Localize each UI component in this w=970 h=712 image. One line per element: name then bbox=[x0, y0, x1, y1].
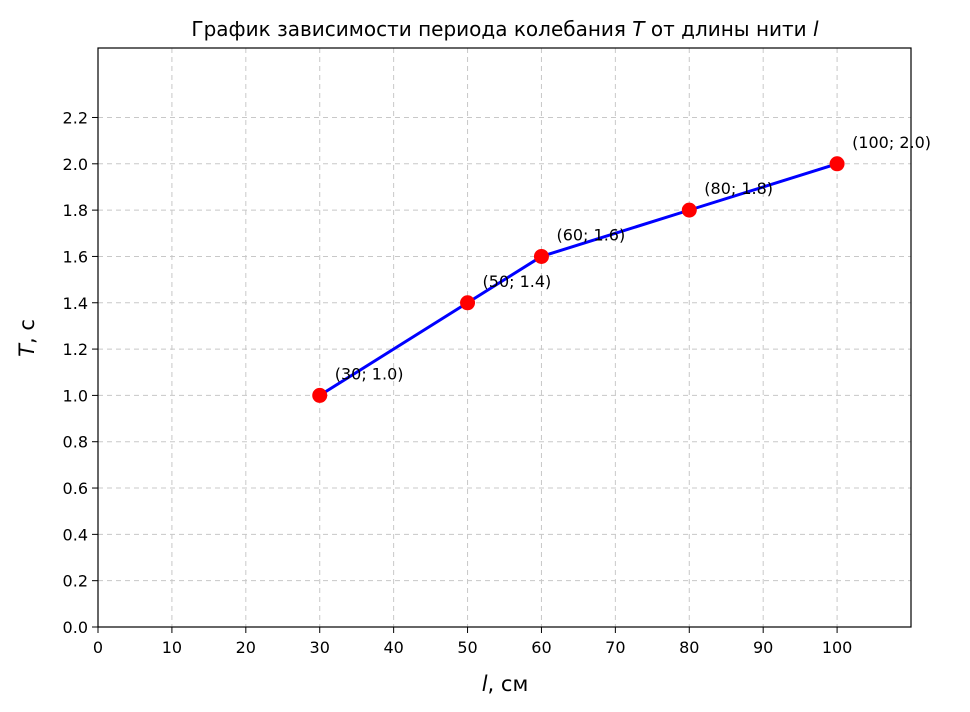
y-axis-label: T, с bbox=[15, 319, 39, 357]
data-point bbox=[312, 387, 328, 403]
data-point bbox=[460, 295, 476, 311]
series-line bbox=[318, 162, 838, 397]
annotations: (30; 1.0) (50; 1.4) (60; 1.6) (80; 1.8) (100… bbox=[335, 133, 931, 384]
x-tick-label: 10 bbox=[162, 638, 182, 657]
grid bbox=[97, 48, 911, 628]
y-tick-label: 1.0 bbox=[63, 386, 88, 405]
data-label: (80; 1.8) bbox=[704, 179, 773, 198]
y-tick-label: 0.2 bbox=[63, 572, 88, 591]
x-tick-label: 20 bbox=[236, 638, 256, 657]
data-label: (30; 1.0) bbox=[335, 364, 404, 383]
y-tick-label: 0.8 bbox=[63, 433, 88, 452]
y-tick-label: 1.6 bbox=[63, 247, 88, 266]
data-label: (100; 2.0) bbox=[852, 133, 931, 152]
x-tick-label: 80 bbox=[679, 638, 699, 657]
data-label: (60; 1.6) bbox=[556, 225, 625, 244]
y-tick-label: 0.0 bbox=[63, 618, 88, 637]
x-axis-label: l, см bbox=[482, 672, 529, 696]
data-label: (50; 1.4) bbox=[483, 272, 552, 291]
plot-frame bbox=[97, 47, 912, 628]
y-tick-label: 1.4 bbox=[63, 294, 88, 313]
x-tick-label: 50 bbox=[457, 638, 477, 657]
y-tick-label: 0.6 bbox=[63, 479, 88, 498]
y-tick-label: 1.8 bbox=[63, 201, 88, 220]
x-tick-label: 60 bbox=[531, 638, 551, 657]
x-axis-ticks: 0 10 20 30 40 50 60 70 80 90 100 bbox=[93, 627, 852, 657]
x-tick-label: 0 bbox=[93, 638, 103, 657]
chart-title: График зависимости периода колебания T о… bbox=[191, 17, 819, 41]
data-point bbox=[829, 156, 845, 172]
y-tick-label: 0.4 bbox=[63, 525, 88, 544]
data-point bbox=[533, 248, 549, 264]
x-tick-label: 30 bbox=[310, 638, 330, 657]
series-layer bbox=[312, 156, 845, 403]
x-tick-label: 100 bbox=[822, 638, 853, 657]
x-tick-label: 90 bbox=[753, 638, 773, 657]
y-tick-label: 1.2 bbox=[63, 340, 88, 359]
y-tick-label: 2.2 bbox=[63, 108, 88, 127]
y-tick-label: 2.0 bbox=[63, 155, 88, 174]
x-tick-label: 40 bbox=[383, 638, 403, 657]
data-point bbox=[681, 202, 697, 218]
x-tick-label: 70 bbox=[605, 638, 625, 657]
y-axis-ticks: 0.0 0.2 0.4 0.6 0.8 1.0 1.2 1.4 1.6 1.8 2.0 2.2 bbox=[63, 108, 98, 637]
